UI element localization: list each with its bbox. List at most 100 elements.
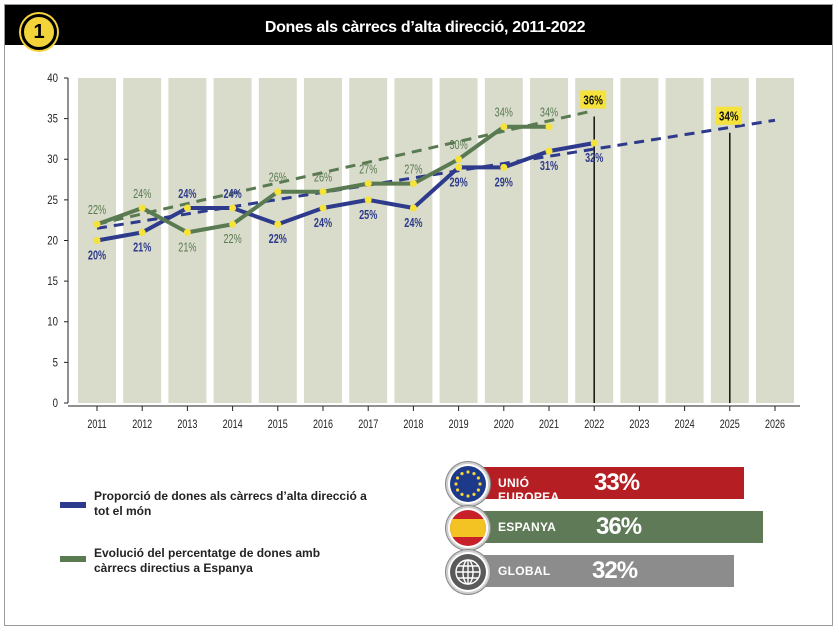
- data-label-spain: 34%: [495, 106, 513, 120]
- y-tick-label: 40: [47, 72, 58, 85]
- data-label-spain: 27%: [359, 163, 377, 177]
- data-label-world: 22%: [269, 233, 287, 247]
- x-tick-label: 2023: [629, 418, 649, 432]
- data-label-world: 29%: [449, 176, 467, 190]
- annotation-box-2025: [715, 106, 742, 125]
- legend-label-world: Proporció de dones als càrrecs d’alta di…: [94, 489, 367, 518]
- data-point-world: [138, 228, 146, 236]
- x-tick-label: 2020: [494, 418, 514, 432]
- data-point-spain: [545, 123, 553, 131]
- x-tick-label: 2024: [675, 418, 695, 432]
- column-band-2019: [439, 78, 478, 403]
- column-band-2012: [123, 78, 162, 403]
- eu-flag-icon: [446, 462, 490, 506]
- data-point-world: [183, 204, 191, 212]
- data-label-world: 31%: [540, 160, 558, 174]
- x-tick-label: 2018: [403, 418, 423, 432]
- y-tick-label: 35: [47, 113, 58, 126]
- x-tick-label: 2025: [720, 418, 740, 432]
- data-point-spain: [93, 220, 101, 228]
- data-label-world: 21%: [133, 241, 151, 255]
- data-point-spain: [364, 180, 372, 188]
- series-line-world: [96, 141, 595, 243]
- data-point-spain: [229, 220, 237, 228]
- x-tick-label: 2016: [313, 418, 333, 432]
- data-point-world: [319, 204, 327, 212]
- data-point-spain: [500, 123, 508, 131]
- y-tick-label: 0: [53, 397, 58, 410]
- stat-label-eu: UNIÓ EUROPEA: [498, 476, 560, 504]
- data-label-world: 20%: [88, 249, 106, 263]
- legend-swatch-spain: [60, 556, 86, 562]
- x-tick-label: 2026: [765, 418, 785, 432]
- data-point-world: [274, 220, 282, 228]
- column-band-2014: [213, 78, 252, 403]
- x-tick-label: 2014: [223, 418, 243, 432]
- data-point-world: [590, 139, 598, 147]
- trendline-spain: [96, 109, 595, 226]
- x-tick-label: 2019: [449, 418, 469, 432]
- column-band-2015: [258, 78, 297, 403]
- data-point-spain: [455, 155, 463, 163]
- stat-value-global: 32%: [592, 557, 638, 584]
- figure-number-badge: 1: [21, 14, 57, 50]
- y-tick-label: 25: [47, 194, 58, 207]
- data-label-spain: 26%: [314, 171, 332, 185]
- annotation-box-2022: [580, 90, 607, 109]
- data-label-spain: 24%: [133, 188, 151, 202]
- x-tick-label: 2022: [584, 418, 604, 432]
- data-point-world: [229, 204, 237, 212]
- stat-bar-spain: [466, 511, 763, 543]
- figure-header: 1 Dones als càrrecs d’alta direcció, 201…: [5, 5, 832, 50]
- column-band-2024: [665, 78, 704, 403]
- globe-icon: [446, 550, 490, 594]
- annotation-label-2022: 36%: [583, 94, 603, 108]
- x-tick-label: 2011: [87, 418, 106, 432]
- y-tick-label: 30: [47, 153, 58, 166]
- data-label-world: 25%: [359, 208, 377, 222]
- stat-value-spain: 36%: [596, 513, 642, 540]
- data-point-world: [93, 237, 101, 244]
- chart-title: Dones als càrrecs d’alta direcció, 2011-…: [264, 19, 586, 36]
- data-point-spain: [138, 204, 146, 212]
- data-label-spain: 34%: [540, 106, 558, 120]
- data-point-spain: [183, 228, 191, 236]
- data-label-spain: 21%: [178, 241, 196, 255]
- data-label-spain: 22%: [88, 204, 106, 218]
- column-band-2023: [620, 78, 659, 403]
- x-tick-label: 2017: [358, 418, 378, 432]
- x-tick-label: 2012: [132, 418, 152, 432]
- y-tick-label: 20: [47, 235, 58, 248]
- data-point-world: [409, 204, 417, 212]
- data-label-spain: 22%: [223, 233, 241, 247]
- data-label-world: 24%: [314, 217, 332, 231]
- trendline-world: [96, 118, 776, 230]
- data-point-world: [364, 196, 372, 204]
- stat-value-eu: 33%: [594, 469, 640, 496]
- annotation-label-2025: 34%: [719, 111, 739, 125]
- stat-label-spain: ESPANYA: [498, 520, 557, 534]
- data-point-world: [455, 163, 463, 171]
- data-point-spain: [274, 188, 282, 196]
- data-label-spain: 30%: [449, 139, 467, 153]
- stat-bar-global: [466, 555, 734, 587]
- data-point-spain: [409, 180, 417, 188]
- legend-label-spain: Evolució del percentatge de dones amb cà…: [94, 546, 321, 575]
- column-band-2013: [168, 78, 207, 403]
- stat-bar-eu: [466, 467, 744, 499]
- column-band-2026: [756, 78, 794, 403]
- data-point-world: [545, 147, 553, 155]
- data-label-world: 24%: [178, 188, 196, 202]
- stat-label-global: GLOBAL: [498, 564, 551, 578]
- column-band-2018: [394, 78, 433, 403]
- data-label-spain: 26%: [269, 171, 287, 185]
- y-tick-label: 15: [47, 275, 58, 288]
- data-label-world: 29%: [495, 176, 513, 190]
- data-point-world: [500, 163, 508, 171]
- spain-flag-icon: [446, 506, 490, 550]
- data-label-world: 24%: [404, 217, 422, 231]
- data-label-world: 32%: [585, 152, 603, 166]
- data-label-spain: 27%: [404, 163, 422, 177]
- column-band-2016: [304, 78, 342, 403]
